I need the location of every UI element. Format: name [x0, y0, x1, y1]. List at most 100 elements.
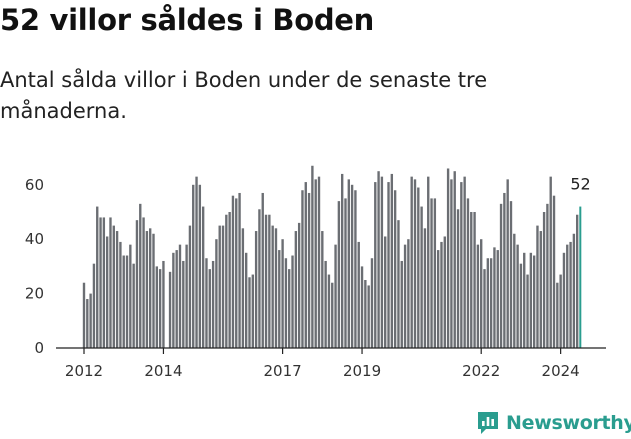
bar	[132, 263, 135, 348]
bar	[288, 269, 291, 348]
x-tick-label: 2014	[144, 362, 182, 380]
bar	[470, 212, 473, 348]
bar	[536, 225, 539, 348]
bar	[211, 260, 215, 348]
bar	[526, 274, 529, 348]
bar	[443, 236, 446, 348]
bar	[231, 195, 235, 348]
bar	[347, 179, 350, 348]
bar	[258, 209, 261, 348]
annotations: 52	[570, 175, 590, 194]
bar	[178, 244, 182, 348]
bar	[420, 206, 423, 348]
bar	[145, 231, 149, 348]
bar	[198, 184, 202, 348]
y-axis: 0 20 40 60	[25, 176, 44, 357]
bar	[433, 198, 437, 348]
chart-subtitle: Antal sålda villor i Boden under de sena…	[0, 68, 488, 123]
bar	[235, 198, 238, 348]
bar	[559, 274, 562, 348]
bar	[427, 176, 430, 348]
bar	[523, 252, 526, 348]
bar	[115, 231, 119, 348]
highlight-bar	[579, 206, 582, 348]
bar	[307, 192, 311, 348]
bar	[529, 252, 533, 348]
bar	[248, 277, 251, 348]
bar	[304, 182, 307, 348]
bar	[228, 212, 231, 348]
bar	[506, 179, 509, 348]
bar	[215, 239, 218, 348]
bar	[493, 247, 496, 348]
bar	[291, 255, 294, 348]
bar	[122, 255, 125, 348]
bar	[185, 244, 188, 348]
bar	[417, 187, 420, 348]
bar	[317, 176, 321, 348]
bar	[245, 252, 248, 348]
bar	[370, 258, 374, 348]
bar	[576, 214, 579, 348]
bar	[350, 184, 354, 348]
bar	[271, 225, 274, 348]
bar	[149, 228, 152, 348]
bar	[102, 217, 106, 348]
bar	[105, 236, 109, 348]
bar	[499, 203, 503, 348]
bar	[208, 269, 211, 348]
bar	[473, 212, 476, 348]
bar	[192, 184, 195, 348]
x-tick-label: 2024	[542, 362, 580, 380]
bar	[99, 217, 102, 348]
bar	[397, 220, 400, 348]
bar	[367, 285, 370, 348]
bar	[241, 228, 245, 348]
bar	[225, 214, 228, 348]
bar	[268, 214, 271, 348]
bar	[446, 168, 450, 348]
bar-chart: 0 20 40 60 2012 2014 2017 2019 2022 2024 52	[25, 165, 606, 380]
bar	[278, 250, 281, 348]
bar	[205, 258, 208, 348]
x-tick-label: 2022	[462, 362, 500, 380]
bar	[384, 236, 387, 348]
bar	[162, 260, 165, 348]
bar	[436, 250, 440, 348]
bar	[430, 198, 433, 348]
newsworthy-logo[interactable]: Newsworthy	[476, 407, 631, 439]
bar	[254, 231, 258, 348]
bar	[112, 225, 115, 348]
bar	[327, 274, 331, 348]
bar	[377, 171, 380, 348]
bar	[139, 203, 142, 348]
bar	[340, 173, 344, 348]
bar	[82, 282, 86, 348]
bar	[152, 233, 155, 348]
bar	[86, 299, 89, 348]
bar	[566, 244, 569, 348]
bar	[129, 244, 132, 348]
bar	[142, 217, 145, 348]
bar	[407, 239, 410, 348]
bar	[413, 179, 417, 348]
bar	[410, 176, 413, 348]
y-tick-label: 0	[34, 339, 44, 357]
bar	[483, 269, 486, 348]
bar	[264, 214, 268, 348]
bar	[274, 228, 278, 348]
bar	[92, 263, 96, 348]
bar	[284, 258, 288, 348]
bar	[539, 231, 542, 348]
bar	[155, 266, 159, 348]
bar	[221, 225, 225, 348]
bar	[297, 222, 301, 348]
y-tick-label: 60	[25, 176, 44, 194]
bar	[354, 190, 357, 348]
bar	[556, 282, 559, 348]
bar	[393, 190, 397, 348]
newsworthy-chart-icon	[478, 412, 498, 434]
x-axis: 2012 2014 2017 2019 2022 2024	[56, 347, 606, 380]
bar	[374, 182, 377, 348]
bar	[562, 252, 566, 348]
